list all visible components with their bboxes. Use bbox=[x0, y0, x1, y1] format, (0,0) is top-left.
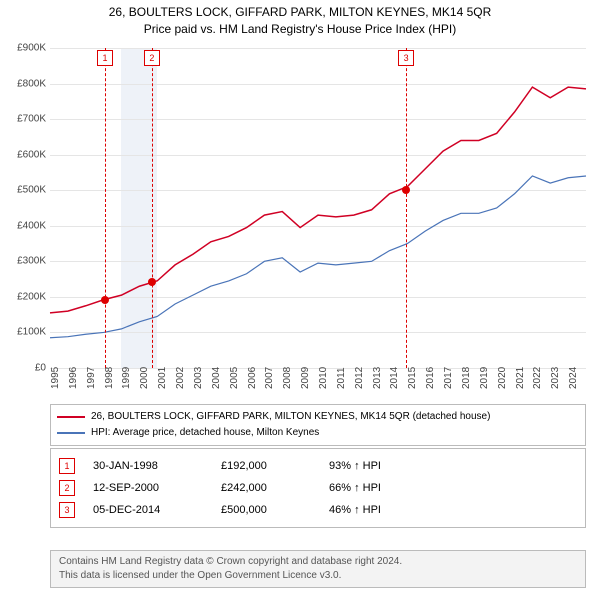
transaction-dot bbox=[402, 186, 410, 194]
transaction-row: 3 05-DEC-2014 £500,000 46% ↑ HPI bbox=[59, 499, 577, 521]
x-tick-label: 2013 bbox=[372, 367, 383, 389]
x-tick-label: 1998 bbox=[104, 367, 115, 389]
y-tick-label: £100K bbox=[0, 327, 46, 338]
y-tick-label: £700K bbox=[0, 114, 46, 125]
x-tick-label: 2005 bbox=[229, 367, 240, 389]
x-tick-label: 2021 bbox=[515, 367, 526, 389]
x-tick-label: 2012 bbox=[354, 367, 365, 389]
transaction-dot bbox=[148, 278, 156, 286]
transaction-date: 05-DEC-2014 bbox=[93, 499, 203, 521]
x-tick-label: 2000 bbox=[139, 367, 150, 389]
x-tick-label: 2002 bbox=[175, 367, 186, 389]
transaction-index: 3 bbox=[59, 502, 75, 518]
x-tick-label: 1995 bbox=[50, 367, 61, 389]
x-tick-label: 2015 bbox=[407, 367, 418, 389]
x-tick-label: 2024 bbox=[568, 367, 579, 389]
footer-line1: Contains HM Land Registry data © Crown c… bbox=[59, 556, 402, 567]
y-tick-label: £0 bbox=[0, 363, 46, 374]
x-tick-label: 2023 bbox=[550, 367, 561, 389]
transaction-date: 12-SEP-2000 bbox=[93, 477, 203, 499]
y-tick-label: £500K bbox=[0, 185, 46, 196]
transaction-row: 2 12-SEP-2000 £242,000 66% ↑ HPI bbox=[59, 477, 577, 499]
transaction-price: £500,000 bbox=[221, 499, 311, 521]
x-tick-label: 2004 bbox=[211, 367, 222, 389]
x-tick-label: 2008 bbox=[282, 367, 293, 389]
callout-marker: 2 bbox=[144, 50, 160, 66]
transaction-vs-hpi: 46% ↑ HPI bbox=[329, 499, 381, 521]
x-tick-label: 1999 bbox=[121, 367, 132, 389]
transaction-price: £242,000 bbox=[221, 477, 311, 499]
transaction-price: £192,000 bbox=[221, 455, 311, 477]
x-tick-label: 2011 bbox=[336, 367, 347, 389]
y-tick-label: £300K bbox=[0, 256, 46, 267]
title-line2: Price paid vs. HM Land Registry's House … bbox=[144, 22, 456, 36]
transaction-index: 2 bbox=[59, 480, 75, 496]
x-tick-label: 2018 bbox=[461, 367, 472, 389]
legend-item: HPI: Average price, detached house, Milt… bbox=[57, 425, 579, 441]
x-tick-label: 2022 bbox=[532, 367, 543, 389]
transaction-dot bbox=[101, 296, 109, 304]
x-tick-label: 2009 bbox=[300, 367, 311, 389]
x-tick-label: 2017 bbox=[443, 367, 454, 389]
legend-item: 26, BOULTERS LOCK, GIFFARD PARK, MILTON … bbox=[57, 409, 579, 425]
x-tick-label: 1997 bbox=[86, 367, 97, 389]
legend-label: 26, BOULTERS LOCK, GIFFARD PARK, MILTON … bbox=[91, 409, 490, 425]
x-tick-label: 1996 bbox=[68, 367, 79, 389]
y-tick-label: £800K bbox=[0, 78, 46, 89]
footer-line2: This data is licensed under the Open Gov… bbox=[59, 570, 341, 581]
transaction-row: 1 30-JAN-1998 £192,000 93% ↑ HPI bbox=[59, 455, 577, 477]
x-tick-label: 2014 bbox=[389, 367, 400, 389]
x-tick-label: 2001 bbox=[157, 367, 168, 389]
series-hpi bbox=[50, 176, 586, 338]
series-property bbox=[50, 87, 586, 313]
transactions-table: 1 30-JAN-1998 £192,000 93% ↑ HPI 2 12-SEP-200… bbox=[50, 448, 586, 528]
price-chart: 123 £0£100K£200K£300K£400K£500K£600K£700… bbox=[50, 48, 586, 368]
data-attribution: Contains HM Land Registry data © Crown c… bbox=[50, 550, 586, 588]
title-line1: 26, BOULTERS LOCK, GIFFARD PARK, MILTON … bbox=[109, 5, 492, 19]
x-tick-label: 2006 bbox=[247, 367, 258, 389]
transaction-vs-hpi: 66% ↑ HPI bbox=[329, 477, 381, 499]
plot-area bbox=[50, 48, 586, 368]
transaction-index: 1 bbox=[59, 458, 75, 474]
x-tick-label: 2016 bbox=[425, 367, 436, 389]
legend-swatch bbox=[57, 432, 85, 434]
legend: 26, BOULTERS LOCK, GIFFARD PARK, MILTON … bbox=[50, 404, 586, 446]
x-tick-label: 2020 bbox=[497, 367, 508, 389]
y-tick-label: £400K bbox=[0, 220, 46, 231]
legend-label: HPI: Average price, detached house, Milt… bbox=[91, 425, 319, 441]
legend-swatch bbox=[57, 416, 85, 418]
transaction-vs-hpi: 93% ↑ HPI bbox=[329, 455, 381, 477]
transaction-date: 30-JAN-1998 bbox=[93, 455, 203, 477]
x-tick-label: 2003 bbox=[193, 367, 204, 389]
y-tick-label: £600K bbox=[0, 149, 46, 160]
x-tick-label: 2007 bbox=[264, 367, 275, 389]
y-tick-label: £200K bbox=[0, 291, 46, 302]
chart-title: 26, BOULTERS LOCK, GIFFARD PARK, MILTON … bbox=[0, 0, 600, 38]
callout-marker: 3 bbox=[398, 50, 414, 66]
x-tick-label: 2010 bbox=[318, 367, 329, 389]
x-tick-label: 2019 bbox=[479, 367, 490, 389]
callout-marker: 1 bbox=[97, 50, 113, 66]
y-tick-label: £900K bbox=[0, 43, 46, 54]
